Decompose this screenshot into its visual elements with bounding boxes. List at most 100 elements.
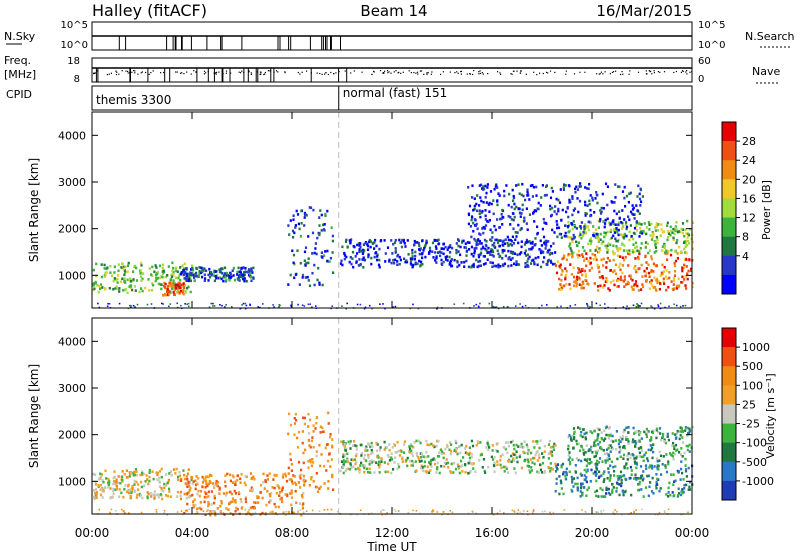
power-near-cell — [212, 305, 214, 307]
velocity-colorbar-swatch — [722, 328, 736, 348]
power-cell — [612, 270, 615, 274]
velocity-cell — [468, 460, 471, 463]
power-cell — [473, 251, 476, 255]
velocity-cell — [414, 460, 417, 463]
power-cell — [412, 263, 415, 267]
velocity-cell — [485, 446, 488, 449]
velocity-cell — [512, 443, 515, 447]
power-cell — [691, 247, 694, 251]
nave-dot — [397, 72, 399, 74]
velocity-cell — [559, 479, 562, 483]
velocity-cell — [367, 453, 370, 457]
velocity-cell — [681, 488, 684, 491]
velocity-cell — [297, 481, 301, 484]
power-cell — [627, 264, 630, 267]
velocity-cell — [621, 474, 624, 478]
velocity-cell — [340, 440, 343, 444]
power-cell — [583, 257, 587, 260]
velocity-cell — [581, 492, 584, 496]
velocity-ytick-label: 2000 — [58, 429, 86, 442]
velocity-cell — [505, 465, 508, 469]
power-cell — [416, 262, 419, 266]
power-cell — [534, 237, 537, 240]
velocity-cell — [503, 470, 506, 473]
power-cell — [609, 281, 612, 284]
velocity-cell — [298, 474, 301, 478]
velocity-cell — [294, 412, 297, 416]
power-cell — [634, 241, 638, 245]
power-near-cell — [462, 302, 465, 305]
nave-dot — [460, 71, 462, 73]
velocity-cell — [457, 465, 460, 468]
power-cell — [181, 264, 184, 267]
power-cell — [685, 275, 688, 279]
velocity-cell — [383, 448, 386, 451]
nave-dot — [115, 74, 118, 76]
power-cell — [621, 221, 624, 225]
power-cell — [525, 238, 528, 242]
power-cell — [397, 253, 400, 257]
power-cell — [501, 243, 504, 247]
power-cell — [606, 244, 609, 248]
power-cell — [424, 255, 427, 259]
velocity-cell — [365, 445, 368, 449]
velocity-cell — [148, 479, 151, 483]
velocity-cell — [605, 448, 609, 451]
power-cell — [597, 289, 600, 292]
power-cell — [596, 285, 600, 288]
velocity-cell — [594, 474, 597, 477]
power-cell — [191, 271, 194, 274]
velocity-cell — [583, 453, 586, 456]
velocity-cell — [686, 434, 689, 437]
velocity-cell — [329, 433, 332, 436]
power-cell — [598, 219, 601, 223]
velocity-cell — [607, 454, 611, 457]
nave-dot — [469, 73, 471, 75]
power-cell — [313, 251, 316, 255]
power-cell — [635, 245, 638, 249]
power-cell — [478, 242, 481, 245]
velocity-cell — [673, 447, 676, 451]
velocity-feature-1 — [179, 472, 307, 517]
velocity-cell — [477, 441, 480, 445]
power-cell — [581, 234, 585, 237]
velocity-cell — [281, 488, 284, 491]
velocity-cell — [358, 471, 361, 474]
velocity-near-cell — [436, 511, 439, 513]
power-cell — [632, 213, 635, 216]
power-cell — [251, 271, 254, 274]
velocity-cell — [358, 468, 361, 472]
velocity-cell — [523, 459, 526, 463]
velocity-cell — [128, 489, 131, 493]
power-cell — [677, 277, 680, 281]
power-cell — [621, 271, 624, 275]
power-cell — [634, 257, 637, 260]
velocity-near-cell — [214, 510, 216, 512]
velocity-cell — [315, 454, 318, 458]
velocity-cell — [130, 491, 133, 494]
velocity-cell — [287, 510, 290, 514]
velocity-cell — [647, 494, 650, 498]
nave-dot — [183, 73, 185, 75]
freq-strip: Freq. [MHz] 18 8 60 0 Nave — [4, 54, 780, 85]
power-cell — [127, 261, 130, 265]
power-cell — [185, 274, 188, 277]
velocity-cell — [234, 501, 237, 504]
velocity-cell — [642, 495, 645, 498]
power-cell — [583, 269, 587, 273]
velocity-near-cell — [244, 509, 247, 511]
power-cell — [562, 186, 565, 189]
nave-dot — [420, 70, 423, 72]
power-cell — [92, 282, 96, 285]
velocity-cell — [684, 426, 687, 429]
power-cell — [573, 207, 577, 210]
velocity-cell — [465, 444, 468, 448]
velocity-cell — [652, 429, 655, 433]
velocity-cell — [97, 484, 100, 487]
power-cell — [482, 246, 485, 250]
power-cell — [671, 231, 674, 234]
power-cell — [343, 254, 347, 257]
power-cell — [307, 257, 310, 260]
velocity-cell — [597, 461, 600, 464]
velocity-near-cell — [526, 510, 529, 512]
